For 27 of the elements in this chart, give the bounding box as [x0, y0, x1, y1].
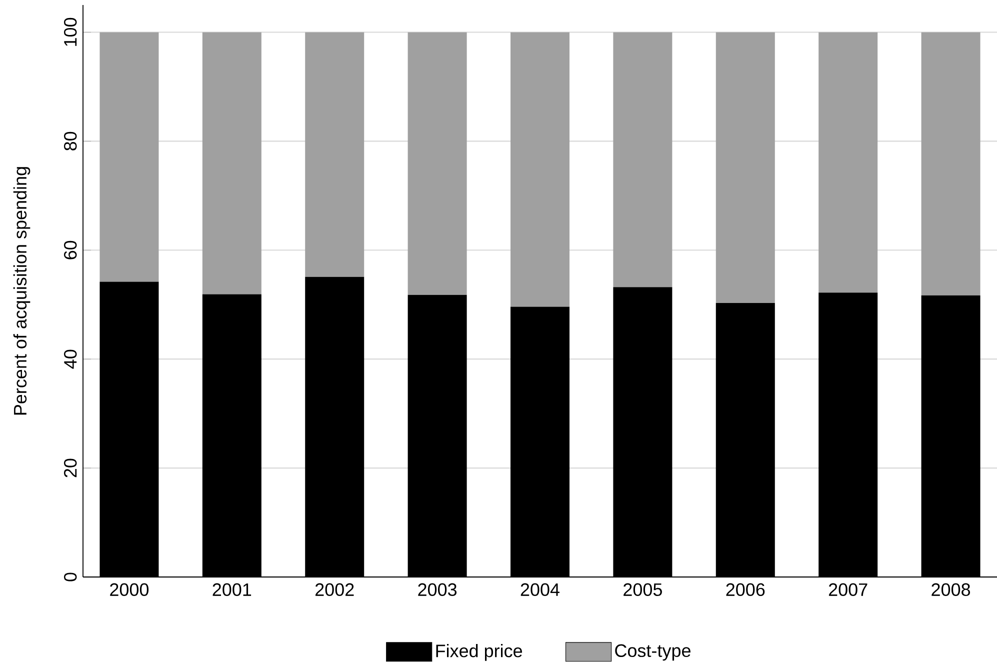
y-tick-label: 100	[64, 18, 77, 46]
x-tick-label: 2003	[418, 583, 457, 596]
legend-label: Cost-type	[615, 644, 690, 661]
y-axis-title: Percent of acquisition spending	[13, 167, 30, 415]
bar	[202, 32, 262, 294]
bar	[921, 32, 980, 296]
bar	[510, 32, 570, 307]
x-tick-label: 2005	[624, 583, 662, 596]
x-tick-label: 2001	[212, 583, 252, 596]
y-tick-label: 0	[64, 572, 77, 582]
bar	[100, 32, 159, 282]
x-tick-label: 2004	[520, 583, 560, 596]
bar	[305, 32, 364, 277]
bar	[818, 32, 878, 293]
y-tick-label: 40	[64, 350, 77, 369]
legend-label: Fixed price	[436, 644, 522, 661]
bar	[716, 32, 775, 303]
x-tick-label: 2007	[828, 583, 868, 596]
bar	[408, 32, 467, 295]
bar	[613, 32, 672, 288]
y-tick-label: 60	[64, 240, 77, 260]
x-tick-label: 2008	[932, 583, 970, 596]
x-tick-label: 2006	[726, 583, 765, 596]
x-tick-label: 2002	[315, 583, 354, 596]
y-tick-label: 80	[64, 132, 77, 150]
x-tick-label: 2000	[110, 583, 149, 596]
y-tick-label: 20	[64, 458, 77, 478]
